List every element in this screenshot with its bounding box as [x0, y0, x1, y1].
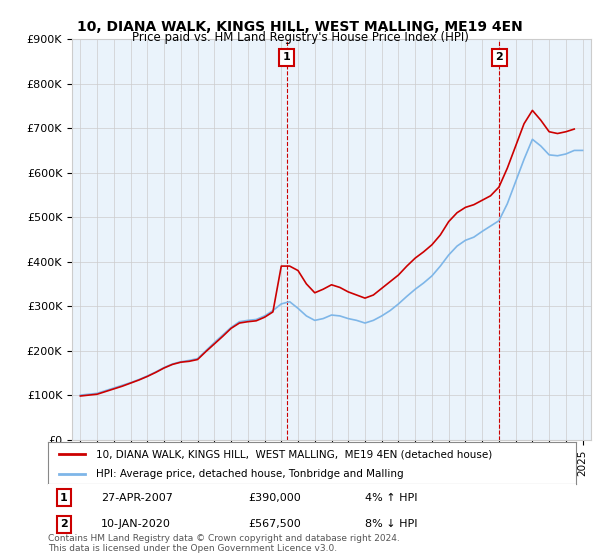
Text: HPI: Average price, detached house, Tonbridge and Malling: HPI: Average price, detached house, Tonb… — [95, 469, 403, 479]
Text: 1: 1 — [283, 52, 290, 62]
Text: 8% ↓ HPI: 8% ↓ HPI — [365, 519, 418, 529]
Text: 4% ↑ HPI: 4% ↑ HPI — [365, 493, 418, 503]
Text: 27-APR-2007: 27-APR-2007 — [101, 493, 173, 503]
Text: £567,500: £567,500 — [248, 519, 301, 529]
Text: Contains HM Land Registry data © Crown copyright and database right 2024.
This d: Contains HM Land Registry data © Crown c… — [48, 534, 400, 553]
Text: 10, DIANA WALK, KINGS HILL, WEST MALLING, ME19 4EN: 10, DIANA WALK, KINGS HILL, WEST MALLING… — [77, 20, 523, 34]
Text: 2: 2 — [60, 519, 68, 529]
Text: 1: 1 — [60, 493, 68, 503]
Text: £390,000: £390,000 — [248, 493, 301, 503]
Text: 10-JAN-2020: 10-JAN-2020 — [101, 519, 170, 529]
Text: 10, DIANA WALK, KINGS HILL,  WEST MALLING,  ME19 4EN (detached house): 10, DIANA WALK, KINGS HILL, WEST MALLING… — [95, 449, 492, 459]
Text: 2: 2 — [496, 52, 503, 62]
Text: Price paid vs. HM Land Registry's House Price Index (HPI): Price paid vs. HM Land Registry's House … — [131, 31, 469, 44]
